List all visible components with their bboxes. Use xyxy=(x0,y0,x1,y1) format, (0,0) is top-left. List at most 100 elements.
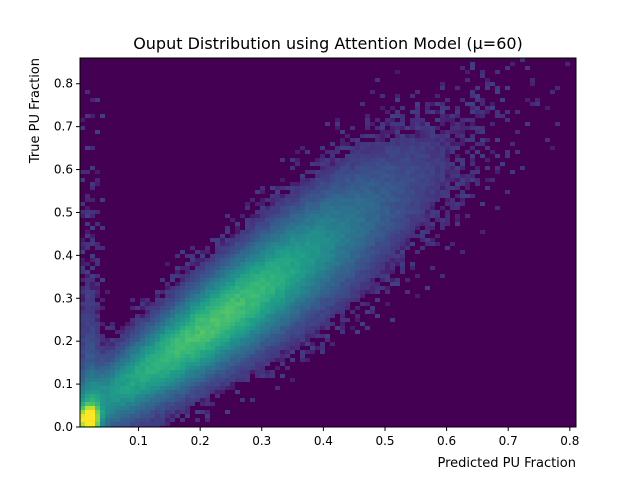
heatmap-cell xyxy=(400,182,405,186)
heatmap-cell xyxy=(270,342,275,346)
heatmap-cell xyxy=(230,322,235,326)
heatmap-cell xyxy=(350,270,355,274)
heatmap-cell xyxy=(380,250,385,254)
heatmap-cell xyxy=(275,230,280,234)
heatmap-cell xyxy=(350,206,355,210)
heatmap-cell xyxy=(395,114,400,118)
heatmap-cell xyxy=(165,422,170,426)
heatmap-cell xyxy=(470,146,475,150)
heatmap-cell xyxy=(335,258,340,262)
heatmap-cell xyxy=(220,302,225,306)
heatmap-cell xyxy=(395,162,400,166)
heatmap-cell xyxy=(335,262,340,266)
heatmap-cell xyxy=(115,354,120,358)
heatmap-cell xyxy=(335,178,340,182)
x-tick-label: 0.1 xyxy=(129,434,148,448)
heatmap-cell xyxy=(185,318,190,322)
heatmap-cell xyxy=(415,226,420,230)
heatmap-cell xyxy=(145,382,150,386)
heatmap-cell xyxy=(255,338,260,342)
heatmap-cell xyxy=(400,238,405,242)
heatmap-cell xyxy=(80,314,85,318)
heatmap-cell xyxy=(355,282,360,286)
heatmap-cell xyxy=(250,334,255,338)
heatmap-cell xyxy=(130,418,135,422)
heatmap-cell xyxy=(235,266,240,270)
heatmap-cell xyxy=(130,358,135,362)
heatmap-cell xyxy=(245,230,250,234)
heatmap-cell xyxy=(170,370,175,374)
heatmap-cell xyxy=(350,186,355,190)
heatmap-cell xyxy=(90,310,95,314)
heatmap-cell xyxy=(225,358,230,362)
heatmap-cell xyxy=(480,142,485,146)
heatmap-cell xyxy=(155,418,160,422)
heatmap-cell xyxy=(270,266,275,270)
heatmap-cell xyxy=(390,266,395,270)
heatmap-cell xyxy=(345,294,350,298)
heatmap-cell xyxy=(250,218,255,222)
heatmap-cell xyxy=(220,242,225,246)
heatmap-cell xyxy=(330,310,335,314)
heatmap-cell xyxy=(375,142,380,146)
heatmap-cell xyxy=(460,126,465,130)
heatmap-cell xyxy=(120,390,125,394)
heatmap-cell xyxy=(285,338,290,342)
heatmap-cell xyxy=(175,362,180,366)
heatmap-cell xyxy=(150,370,155,374)
heatmap-cell xyxy=(415,178,420,182)
heatmap-cell xyxy=(405,166,410,170)
heatmap-cell xyxy=(240,350,245,354)
heatmap-cell xyxy=(205,362,210,366)
heatmap-cell xyxy=(455,214,460,218)
heatmap-cell xyxy=(95,98,100,102)
heatmap-cell xyxy=(170,302,175,306)
heatmap-cell xyxy=(400,166,405,170)
heatmap-cell xyxy=(340,326,345,330)
heatmap-cell xyxy=(430,130,435,134)
heatmap-cell xyxy=(140,394,145,398)
heatmap-cell xyxy=(225,266,230,270)
heatmap-cell xyxy=(195,394,200,398)
heatmap-cell xyxy=(195,294,200,298)
heatmap-cell xyxy=(300,342,305,346)
heatmap-cell xyxy=(400,134,405,138)
heatmap-cell xyxy=(235,298,240,302)
heatmap-cell xyxy=(100,390,105,394)
heatmap-cell xyxy=(490,178,495,182)
heatmap-cell xyxy=(155,290,160,294)
heatmap-cell xyxy=(160,350,165,354)
heatmap-cell xyxy=(110,378,115,382)
heatmap-cell xyxy=(410,94,415,98)
heatmap-cell xyxy=(90,406,95,410)
heatmap-cell xyxy=(305,190,310,194)
heatmap-cell xyxy=(325,322,330,326)
heatmap-cell xyxy=(125,342,130,346)
heatmap-cell xyxy=(275,346,280,350)
heatmap-cell xyxy=(295,314,300,318)
heatmap-cell xyxy=(270,358,275,362)
heatmap-cell xyxy=(265,250,270,254)
heatmap-cell xyxy=(85,282,90,286)
heatmap-cell xyxy=(235,374,240,378)
heatmap-cell xyxy=(415,206,420,210)
heatmap-cell xyxy=(80,286,85,290)
heatmap-cell xyxy=(385,154,390,158)
heatmap-cell xyxy=(390,250,395,254)
heatmap-cell xyxy=(270,318,275,322)
heatmap-cell xyxy=(380,194,385,198)
heatmap-cell xyxy=(375,234,380,238)
heatmap-cell xyxy=(275,342,280,346)
heatmap-cell xyxy=(190,398,195,402)
heatmap-cell xyxy=(205,298,210,302)
heatmap-cell xyxy=(305,262,310,266)
heatmap-cell xyxy=(460,98,465,102)
heatmap-cell xyxy=(185,398,190,402)
heatmap-cell xyxy=(345,274,350,278)
heatmap-cell xyxy=(400,230,405,234)
heatmap-cell xyxy=(195,282,200,286)
heatmap-cell xyxy=(375,242,380,246)
heatmap-cell xyxy=(330,226,335,230)
heatmap-cell xyxy=(225,318,230,322)
heatmap-cell xyxy=(195,378,200,382)
